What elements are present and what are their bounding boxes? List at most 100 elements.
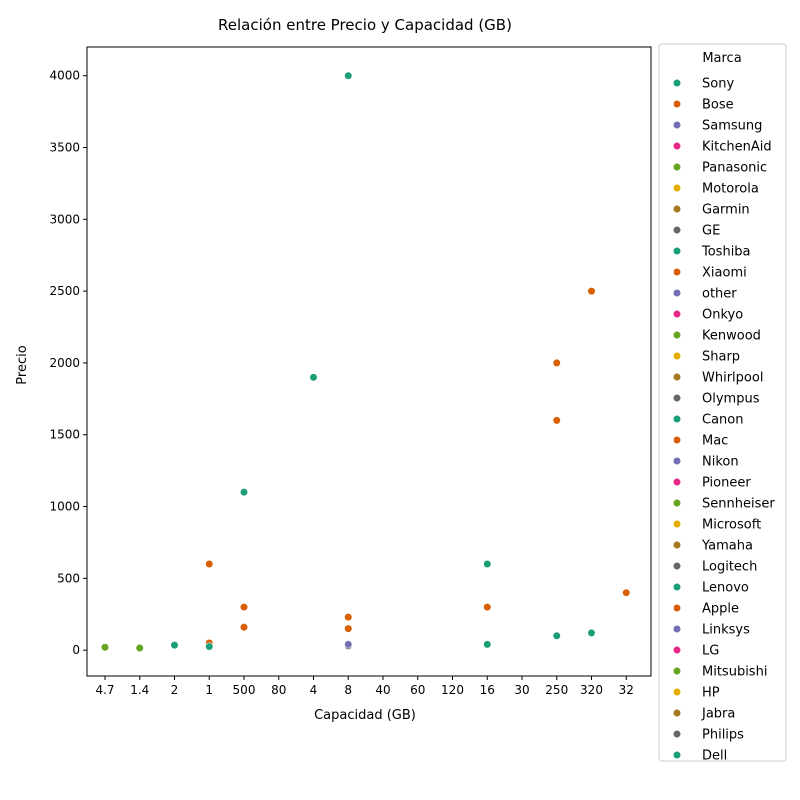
data-point xyxy=(622,588,631,597)
legend-label: Mitsubishi xyxy=(702,665,767,680)
data-point xyxy=(587,628,596,638)
y-axis-label: Precio xyxy=(15,345,30,384)
y-tick-label: 0 xyxy=(72,643,80,657)
x-tick-label: 60 xyxy=(410,683,425,697)
x-tick-label: 2 xyxy=(171,683,179,697)
x-tick-label: 320 xyxy=(580,683,603,697)
data-point xyxy=(239,602,249,612)
data-point xyxy=(100,643,110,652)
plot-frame xyxy=(86,46,652,677)
legend-label: Motorola xyxy=(702,182,759,197)
y-tick-label: 3500 xyxy=(49,141,80,155)
legend-label: Microsoft xyxy=(702,518,761,533)
legend-label: Linksys xyxy=(702,623,750,638)
legend-label: Yamaha xyxy=(701,539,753,554)
legend-label: HP xyxy=(702,686,720,701)
legend-marker xyxy=(672,99,682,109)
x-tick-label: 1 xyxy=(205,683,213,697)
y-tick-label: 4000 xyxy=(49,69,80,83)
legend-marker xyxy=(672,519,682,529)
chart-title: Relación entre Precio y Capacidad (GB) xyxy=(218,16,512,34)
legend-marker xyxy=(672,729,682,739)
legend-marker xyxy=(672,708,682,718)
legend-marker xyxy=(672,225,682,235)
legend-label: Mac xyxy=(702,434,728,449)
x-tick-label: 500 xyxy=(233,683,256,697)
legend-marker xyxy=(672,309,682,319)
legend-label: Dell xyxy=(702,749,727,764)
data-point xyxy=(170,641,179,650)
legend-label: Apple xyxy=(702,602,739,617)
legend-label: Sharp xyxy=(702,350,740,365)
x-tick-label: 4.7 xyxy=(95,683,114,697)
plot-area: 4.7 1.4 2 1 500 80 4 8 40 60 120 16 30 250 320 32050010… xyxy=(49,69,633,697)
x-tick-label: 250 xyxy=(545,683,568,697)
legend-entries: Sony Bose Samsung KitchenAid Panasonic Motoro… xyxy=(672,77,775,764)
legend-title: Marca xyxy=(702,51,741,66)
legend-marker xyxy=(672,750,682,760)
legend-marker xyxy=(672,624,682,634)
legend-marker xyxy=(672,141,682,151)
y-tick-label: 1000 xyxy=(49,500,80,514)
legend-marker xyxy=(672,393,682,403)
legend-marker xyxy=(672,603,682,613)
legend-label: Toshiba xyxy=(701,245,751,260)
legend-marker xyxy=(672,183,682,193)
legend-marker xyxy=(672,435,682,445)
x-tick-label: 30 xyxy=(514,683,529,697)
x-tick-label: 32 xyxy=(619,683,634,697)
legend-label: KitchenAid xyxy=(702,140,772,155)
legend-marker xyxy=(672,666,682,676)
legend-label: other xyxy=(702,287,737,302)
data-point xyxy=(552,631,561,640)
legend-label: Sennheiser xyxy=(702,497,775,512)
legend-marker xyxy=(672,288,682,298)
x-tick-label: 1.4 xyxy=(130,683,149,697)
legend-label: Lenovo xyxy=(702,581,749,596)
legend-label: Philips xyxy=(702,728,744,743)
legend-marker xyxy=(672,78,682,88)
legend-marker xyxy=(672,582,682,592)
legend-marker xyxy=(672,477,682,487)
legend-marker xyxy=(672,414,682,424)
data-point xyxy=(483,602,492,612)
legend-marker xyxy=(672,204,682,214)
legend-label: Kenwood xyxy=(702,329,761,344)
legend-marker xyxy=(672,162,682,172)
legend-marker xyxy=(672,120,682,130)
y-tick-label: 2500 xyxy=(49,284,80,298)
legend-label: Nikon xyxy=(702,455,739,470)
data-point xyxy=(552,358,561,368)
legend-label: Whirlpool xyxy=(702,371,763,386)
data-point xyxy=(483,640,492,649)
x-tick-label: 80 xyxy=(271,683,286,697)
legend-marker xyxy=(672,645,682,655)
legend-label: Pioneer xyxy=(702,476,751,491)
legend-label: Samsung xyxy=(702,119,762,134)
data-point xyxy=(344,613,353,622)
legend-marker xyxy=(672,498,682,508)
legend-marker xyxy=(672,351,682,361)
data-point xyxy=(205,559,214,569)
legend-marker xyxy=(672,561,682,571)
x-tick-label: 4 xyxy=(310,683,318,697)
data-point xyxy=(344,624,353,633)
data-point xyxy=(552,416,561,425)
legend-label: GE xyxy=(702,224,720,239)
x-tick-label: 120 xyxy=(441,683,464,697)
legend-label: Canon xyxy=(702,413,743,428)
legend-label: Xiaomi xyxy=(702,266,747,281)
data-point xyxy=(483,559,492,569)
y-tick-label: 3000 xyxy=(49,212,80,226)
data-point xyxy=(309,373,318,382)
legend-marker xyxy=(672,330,682,340)
data-point xyxy=(239,488,249,497)
legend-label: Panasonic xyxy=(702,161,767,176)
data-point xyxy=(344,71,353,80)
legend-label: LG xyxy=(702,644,719,659)
x-tick-label: 40 xyxy=(375,683,390,697)
legend-label: Jabra xyxy=(701,707,735,722)
data-point xyxy=(205,642,214,651)
legend-label: Olympus xyxy=(702,392,760,407)
